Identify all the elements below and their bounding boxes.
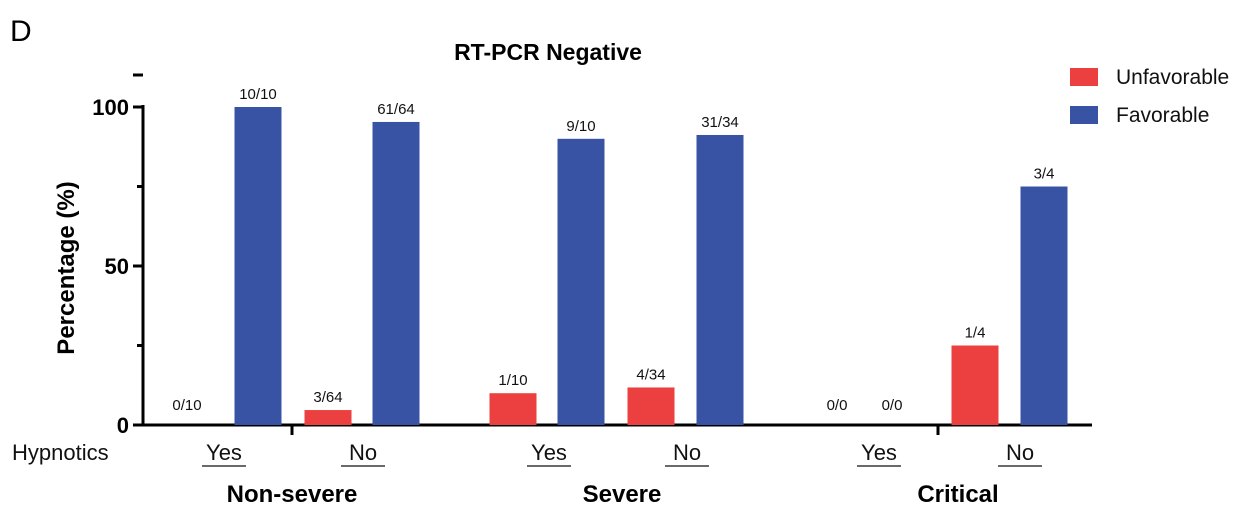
axes: 0 50 100 Yes No Yes No Yes No Non-severe Severe Cri… (92, 73, 1092, 506)
bar-favorable (696, 134, 744, 425)
bar-favorable (372, 121, 420, 426)
y-axis-label: Percentage (%) (53, 181, 80, 354)
data-label: 0/10 (172, 397, 201, 414)
data-label: 3/4 (1034, 166, 1055, 183)
bar-favorable (557, 138, 605, 426)
data-label: 1/10 (498, 372, 527, 389)
chart-title: RT-PCR Negative (454, 39, 642, 65)
category-label: Yes (861, 440, 897, 465)
data-label: 9/10 (566, 118, 595, 135)
data-label: 3/64 (313, 389, 342, 406)
group-label: Critical (917, 481, 998, 506)
bar-unfavorable (304, 410, 352, 425)
category-label: No (673, 440, 701, 465)
data-label: 0/0 (882, 397, 903, 414)
category-label: No (1006, 440, 1034, 465)
category-label: No (349, 440, 377, 465)
panel-label: D (10, 15, 32, 48)
category-label: Yes (531, 440, 567, 465)
bar-unfavorable (627, 387, 675, 425)
group-label: Non-severe (227, 481, 358, 506)
legend-swatch-unfavorable (1070, 68, 1098, 86)
data-label: 61/64 (377, 101, 415, 118)
bar-favorable (234, 107, 282, 425)
bars: 0/10 3/64 1/10 4/34 0/0 1/4 10/10 61/64 9/10 31/3… (172, 86, 1068, 426)
legend: Unfavorable Favorable (1070, 66, 1229, 127)
legend-swatch-favorable (1070, 106, 1098, 124)
bar-favorable (1020, 186, 1068, 425)
hypnotics-row-label: Hypnotics (12, 440, 109, 465)
data-label: 1/4 (965, 325, 986, 342)
y-tick-label: 100 (92, 95, 129, 120)
bar-unfavorable (489, 393, 537, 425)
y-tick-label: 0 (117, 413, 129, 438)
data-label: 31/34 (701, 114, 739, 131)
data-label: 0/0 (827, 397, 848, 414)
group-label: Severe (583, 481, 662, 506)
bar-unfavorable (951, 345, 999, 425)
legend-label: Favorable (1116, 104, 1209, 127)
category-label: Yes (206, 440, 242, 465)
y-tick-label: 50 (105, 254, 129, 279)
data-label: 10/10 (239, 86, 277, 103)
legend-label: Unfavorable (1116, 66, 1229, 89)
data-label: 4/34 (636, 366, 665, 383)
